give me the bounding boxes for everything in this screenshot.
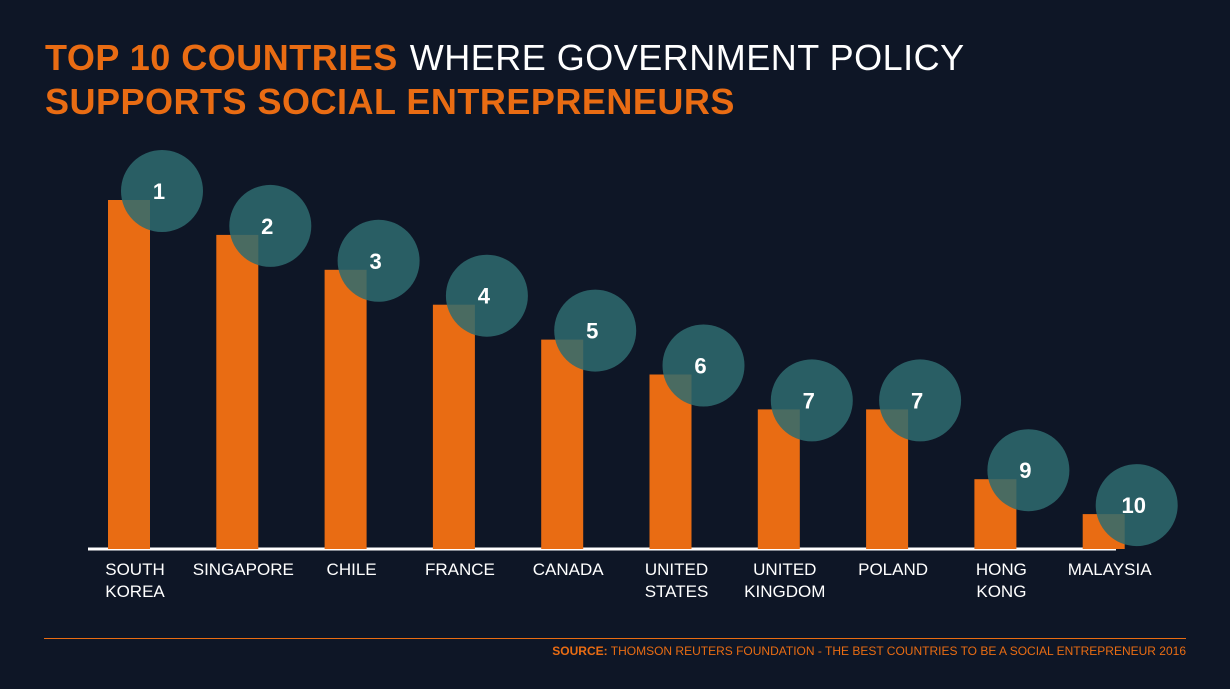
rank-badge <box>987 429 1070 512</box>
category-label: MALAYSIA <box>1068 560 1152 579</box>
source-label: SOURCE: <box>552 644 608 658</box>
source-note: SOURCE: THOMSON REUTERS FOUNDATION - THE… <box>552 644 1186 658</box>
rank-label: 7 <box>911 388 923 413</box>
rank-badge <box>662 324 745 407</box>
category-label: CANADA <box>533 560 605 579</box>
bar <box>108 200 150 549</box>
category-label: CHILE <box>327 560 377 579</box>
category-label: HONG KONG <box>976 560 1027 601</box>
bar <box>432 304 475 549</box>
bar <box>649 374 692 549</box>
source-text: THOMSON REUTERS FOUNDATION - THE BEST CO… <box>610 644 1186 658</box>
category-label: UNITED KINGDOM <box>744 560 825 601</box>
rank-badge <box>445 254 528 337</box>
bar <box>541 339 584 549</box>
rank-label: 1 <box>153 179 165 204</box>
category-label: POLAND <box>858 560 928 579</box>
rank-badge <box>770 359 853 442</box>
title-line-1: TOP 10 COUNTRIES WHERE GOVERNMENT POLICY <box>45 38 965 78</box>
title-bold: TOP 10 COUNTRIES <box>45 37 398 78</box>
rank-badge <box>121 150 203 232</box>
category-label: SINGAPORE <box>193 560 294 579</box>
bar <box>324 269 367 549</box>
title-line-2: SUPPORTS SOCIAL ENTREPRENEURS <box>45 81 735 122</box>
rank-badge <box>1095 464 1178 547</box>
rank-label: 6 <box>694 354 706 379</box>
rank-badge <box>337 219 420 302</box>
category-label: UNITED STATES <box>645 560 709 601</box>
source-divider <box>44 638 1186 639</box>
category-label: FRANCE <box>425 560 495 579</box>
rank-badge <box>879 359 962 442</box>
rank-badge <box>229 184 312 267</box>
rank-badge <box>554 289 637 372</box>
rank-label: 4 <box>478 284 491 309</box>
rank-label: 7 <box>803 388 815 413</box>
category-label: SOUTH KOREA <box>105 560 165 601</box>
rank-label: 3 <box>369 249 381 274</box>
rank-label: 2 <box>261 214 273 239</box>
rank-label: 5 <box>586 319 598 344</box>
bar <box>216 234 259 549</box>
rank-label: 9 <box>1019 458 1031 483</box>
rank-label: 10 <box>1121 493 1145 518</box>
title-light: WHERE GOVERNMENT POLICY <box>409 37 965 78</box>
